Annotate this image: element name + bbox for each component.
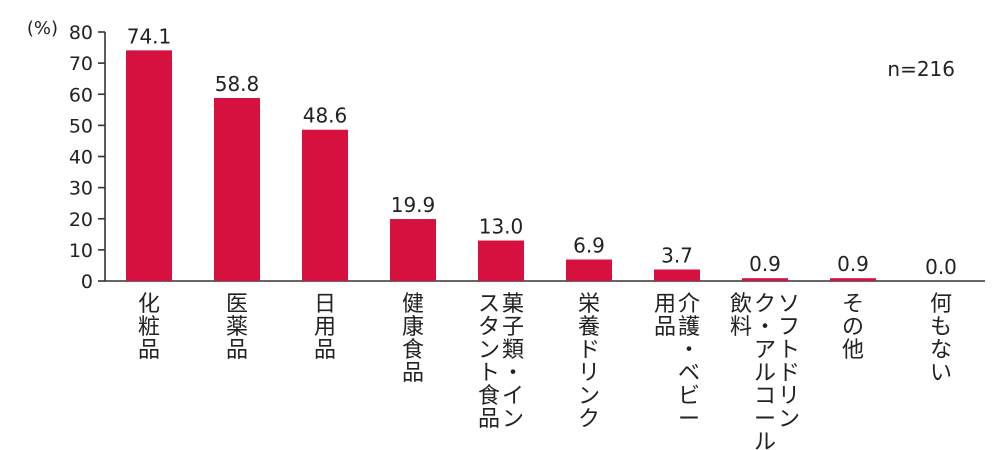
bar	[654, 269, 700, 281]
bars	[126, 50, 876, 281]
bar	[302, 129, 348, 281]
y-ticks: 0 10 20 30 40 50 60 70 80	[69, 22, 105, 293]
category-label: 化粧品	[138, 292, 160, 363]
y-tick-label: 50	[69, 115, 93, 137]
bar	[566, 259, 612, 281]
bar	[126, 50, 172, 281]
y-axis-unit-label: (%)	[27, 18, 58, 39]
data-label: 48.6	[303, 104, 348, 128]
y-tick-label: 0	[81, 271, 93, 293]
category-label: ソフトドリン	[778, 292, 800, 432]
data-label: 19.9	[391, 193, 436, 217]
category-label: 何もない	[930, 292, 952, 386]
data-label: 13.0	[479, 215, 524, 239]
bar	[830, 278, 876, 281]
bar	[390, 219, 436, 281]
data-label: 58.8	[215, 72, 260, 96]
category-label: 日用品	[314, 292, 336, 363]
data-label: 0.0	[925, 255, 957, 279]
category-label: 介護・ベビー	[678, 292, 700, 432]
y-tick-label: 30	[69, 178, 93, 200]
y-tick-label: 60	[69, 84, 93, 106]
category-label: その他	[842, 292, 864, 363]
category-label: 栄養ドリンク	[578, 292, 600, 432]
data-label: 0.9	[837, 252, 869, 276]
category-label: 医薬品	[226, 292, 248, 363]
category-label: 菓子類・イン	[502, 292, 524, 432]
data-label: 0.9	[749, 252, 781, 276]
bar	[214, 97, 260, 281]
y-tick-label: 40	[69, 147, 93, 169]
category-label: スタント食品	[478, 292, 500, 432]
category-label: 用品	[654, 292, 676, 340]
y-tick-label: 80	[69, 22, 93, 44]
data-label: 74.1	[127, 24, 172, 48]
y-tick-label: 10	[69, 240, 93, 262]
data-labels: 74.1 58.8 48.6 19.9 13.0 6.9 3.7 0.9 0.9 0.0	[127, 24, 957, 279]
category-label: 健康食品	[402, 292, 424, 386]
bar	[478, 240, 524, 281]
sample-size-note: n=216	[887, 57, 955, 81]
category-label: 飲料	[730, 292, 752, 340]
y-tick-label: 20	[69, 209, 93, 231]
y-tick-label: 70	[69, 53, 93, 75]
data-label: 3.7	[661, 243, 693, 267]
data-label: 6.9	[573, 234, 605, 258]
bar	[742, 278, 788, 281]
category-label: ク・アルコール	[754, 292, 776, 450]
